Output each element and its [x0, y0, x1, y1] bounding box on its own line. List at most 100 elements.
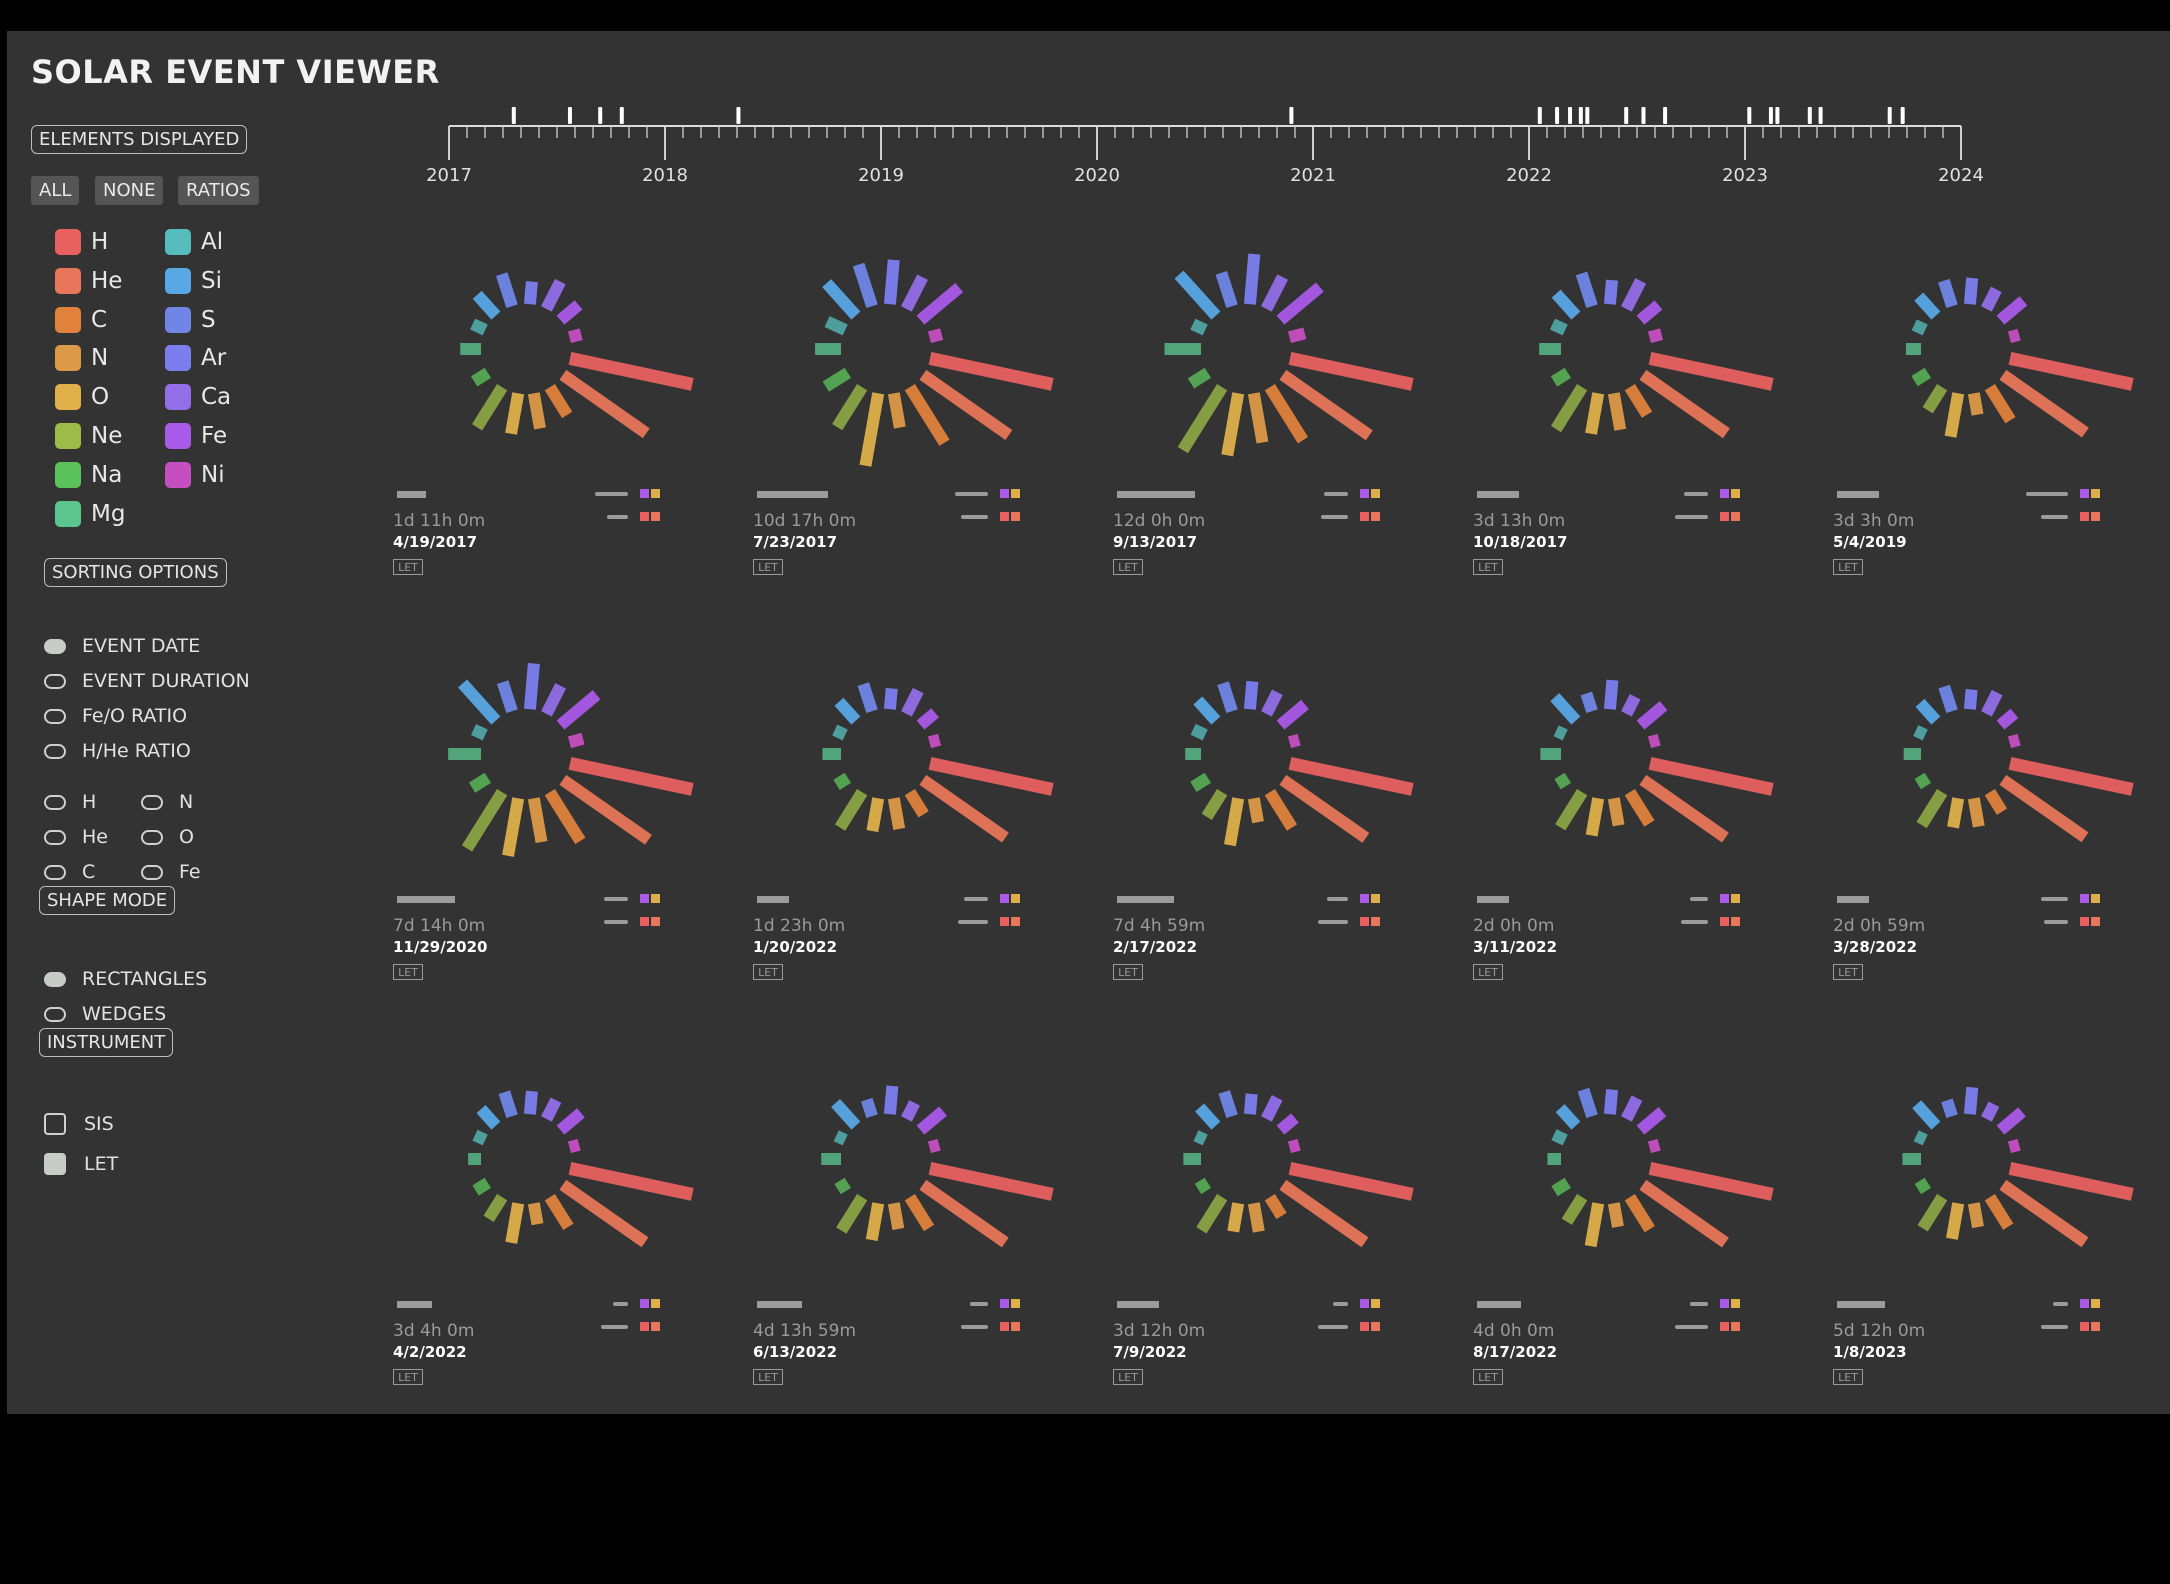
- event-glyph[interactable]: [753, 1056, 1093, 1296]
- event-card[interactable]: 2d 0h 59m 3/28/2022 LET: [1833, 651, 2170, 991]
- event-card[interactable]: 7d 4h 59m 2/17/2022 LET: [1113, 651, 1453, 991]
- event-card[interactable]: 3d 12h 0m 7/9/2022 LET: [1113, 1056, 1453, 1396]
- element-toggle-n[interactable]: N: [55, 343, 108, 373]
- fe-swatch: [640, 894, 649, 903]
- event-card[interactable]: 3d 13h 0m 10/18/2017 LET: [1473, 246, 1813, 586]
- instrument-sis[interactable]: SIS: [44, 1113, 114, 1135]
- timeline-event-marker[interactable]: [1289, 107, 1294, 124]
- fe-swatch: [640, 1299, 649, 1308]
- element-toggle-ca[interactable]: Ca: [165, 382, 231, 412]
- radio-button[interactable]: [44, 708, 66, 724]
- event-card[interactable]: 3d 4h 0m 4/2/2022 LET: [393, 1056, 733, 1396]
- radio-button[interactable]: [141, 864, 163, 880]
- event-glyph[interactable]: [1113, 246, 1453, 486]
- event-glyph[interactable]: [1113, 651, 1453, 891]
- timeline-event-marker[interactable]: [1768, 107, 1773, 124]
- event-glyph[interactable]: [393, 651, 733, 891]
- timeline-event-marker[interactable]: [511, 107, 516, 124]
- timeline-event-marker[interactable]: [1663, 107, 1668, 124]
- sort-element-h[interactable]: H: [44, 791, 96, 813]
- all-button[interactable]: ALL: [31, 176, 80, 205]
- sort-element-n[interactable]: N: [141, 791, 193, 813]
- timeline-event-marker[interactable]: [567, 107, 572, 124]
- event-card[interactable]: 2d 0h 0m 3/11/2022 LET: [1473, 651, 1813, 991]
- element-toggle-he[interactable]: He: [55, 266, 122, 296]
- element-toggle-c[interactable]: C: [55, 305, 107, 335]
- shape-option-wedges[interactable]: WEDGES: [44, 1003, 166, 1025]
- element-toggle-ar[interactable]: Ar: [165, 343, 226, 373]
- timeline-event-marker[interactable]: [736, 107, 741, 124]
- checkbox[interactable]: [44, 1113, 66, 1135]
- radio-button[interactable]: [44, 673, 66, 689]
- event-glyph[interactable]: [393, 1056, 733, 1296]
- timeline-event-marker[interactable]: [598, 107, 603, 124]
- timeline-event-marker[interactable]: [619, 107, 624, 124]
- radio-button[interactable]: [44, 1006, 66, 1022]
- radio-button[interactable]: [141, 829, 163, 845]
- event-card[interactable]: 4d 13h 59m 6/13/2022 LET: [753, 1056, 1093, 1396]
- element-toggle-si[interactable]: Si: [165, 266, 222, 296]
- radio-button[interactable]: [44, 743, 66, 759]
- timeline-event-marker[interactable]: [1624, 107, 1629, 124]
- sort-element-fe[interactable]: Fe: [141, 861, 201, 883]
- checkbox[interactable]: [44, 1153, 66, 1175]
- radio-button[interactable]: [44, 829, 66, 845]
- sort-element-he[interactable]: He: [44, 826, 108, 848]
- sort-element-o[interactable]: O: [141, 826, 194, 848]
- timeline-event-marker[interactable]: [1747, 107, 1752, 124]
- event-glyph[interactable]: [1473, 1056, 1813, 1296]
- sort-option-h-he-ratio[interactable]: H/He RATIO: [44, 740, 191, 762]
- none-button[interactable]: NONE: [95, 176, 164, 205]
- element-toggle-ne[interactable]: Ne: [55, 421, 122, 451]
- sort-element-c[interactable]: C: [44, 861, 95, 883]
- timeline-event-marker[interactable]: [1537, 107, 1542, 124]
- event-card[interactable]: 1d 11h 0m 4/19/2017 LET: [393, 246, 733, 586]
- event-glyph[interactable]: [1833, 1056, 2170, 1296]
- timeline-event-marker[interactable]: [1578, 107, 1583, 124]
- timeline-event-marker[interactable]: [1555, 107, 1560, 124]
- event-glyph[interactable]: [1833, 651, 2170, 891]
- radio-button[interactable]: [141, 794, 163, 810]
- timeline-axis[interactable]: 2017 2018 2019 2020 2021 2022 2023 2024: [7, 31, 2170, 201]
- timeline-event-marker[interactable]: [1887, 107, 1892, 124]
- sort-option-event-date[interactable]: EVENT DATE: [44, 635, 200, 657]
- timeline-event-marker[interactable]: [1641, 107, 1646, 124]
- element-toggle-mg[interactable]: Mg: [55, 499, 125, 529]
- timeline-event-marker[interactable]: [1568, 107, 1573, 124]
- event-glyph[interactable]: [1473, 651, 1813, 891]
- timeline-event-marker[interactable]: [1818, 107, 1823, 124]
- timeline-event-marker[interactable]: [1807, 107, 1812, 124]
- radio-button[interactable]: [44, 971, 66, 987]
- element-toggle-s[interactable]: S: [165, 305, 216, 335]
- element-toggle-ni[interactable]: Ni: [165, 460, 225, 490]
- event-glyph[interactable]: [1113, 1056, 1453, 1296]
- event-card[interactable]: 5d 12h 0m 1/8/2023 LET: [1833, 1056, 2170, 1396]
- element-toggle-al[interactable]: Al: [165, 227, 223, 257]
- event-glyph[interactable]: [753, 246, 1093, 486]
- timeline-event-marker[interactable]: [1585, 107, 1590, 124]
- instrument-let[interactable]: LET: [44, 1153, 118, 1175]
- event-glyph[interactable]: [753, 651, 1093, 891]
- element-toggle-h[interactable]: H: [55, 227, 108, 257]
- event-card[interactable]: 4d 0h 0m 8/17/2022 LET: [1473, 1056, 1813, 1396]
- event-card[interactable]: 7d 14h 0m 11/29/2020 LET: [393, 651, 733, 991]
- event-glyph[interactable]: [1473, 246, 1813, 486]
- timeline-event-marker[interactable]: [1900, 107, 1905, 124]
- event-card[interactable]: 10d 17h 0m 7/23/2017 LET: [753, 246, 1093, 586]
- ratios-button[interactable]: RATIOS: [178, 176, 259, 205]
- sort-option-event-duration[interactable]: EVENT DURATION: [44, 670, 250, 692]
- event-glyph[interactable]: [1833, 246, 2170, 486]
- event-card[interactable]: 12d 0h 0m 9/13/2017 LET: [1113, 246, 1453, 586]
- timeline-event-marker[interactable]: [1775, 107, 1780, 124]
- element-toggle-fe[interactable]: Fe: [165, 421, 227, 451]
- radio-button[interactable]: [44, 864, 66, 880]
- radio-button[interactable]: [44, 794, 66, 810]
- event-card[interactable]: 3d 3h 0m 5/4/2019 LET: [1833, 246, 2170, 586]
- event-card[interactable]: 1d 23h 0m 1/20/2022 LET: [753, 651, 1093, 991]
- element-toggle-na[interactable]: Na: [55, 460, 122, 490]
- radio-button[interactable]: [44, 638, 66, 654]
- event-glyph[interactable]: [393, 246, 733, 486]
- shape-option-rectangles[interactable]: RECTANGLES: [44, 968, 207, 990]
- sort-option-fe-o-ratio[interactable]: Fe/O RATIO: [44, 705, 187, 727]
- element-toggle-o[interactable]: O: [55, 382, 109, 412]
